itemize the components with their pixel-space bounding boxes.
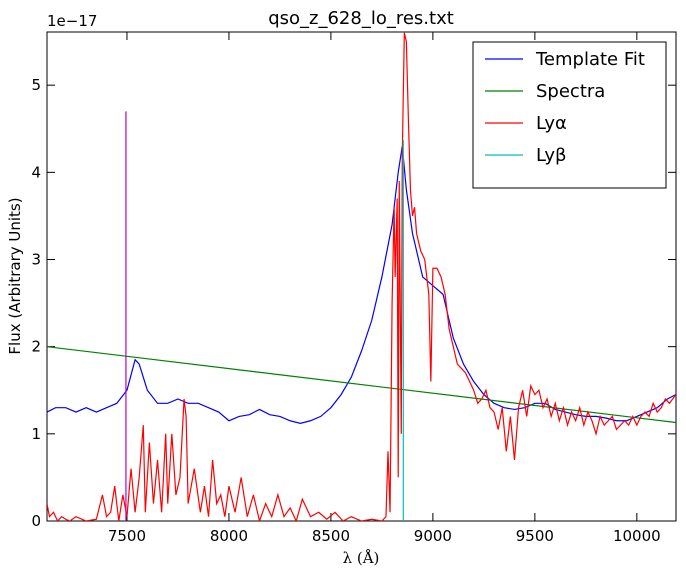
x-axis-label: λ (Å) xyxy=(343,549,380,567)
y-tick-label: 5 xyxy=(31,76,41,94)
x-tick-label: 10000 xyxy=(613,527,661,545)
y-tick-label: 2 xyxy=(31,338,41,356)
legend-label: Template Fit xyxy=(535,49,645,70)
legend-label: Lyβ xyxy=(536,145,567,166)
chart-title: qso_z_628_lo_res.txt xyxy=(268,8,454,29)
x-tick-label: 8000 xyxy=(210,527,248,545)
y-tick-label: 4 xyxy=(31,163,41,181)
series-line xyxy=(47,32,676,521)
series-line xyxy=(47,346,676,424)
legend-box xyxy=(472,41,667,189)
y-offset-label: 1e−17 xyxy=(47,12,97,30)
x-tick-label: 8500 xyxy=(312,527,350,545)
x-tick-label: 9500 xyxy=(516,527,554,545)
y-tick-label: 0 xyxy=(31,512,41,530)
x-tick-label: 9000 xyxy=(414,527,452,545)
x-tick-label: 7500 xyxy=(108,527,146,545)
y-axis-label: Flux (Arbitrary Units) xyxy=(6,197,24,354)
y-tick-label: 1 xyxy=(31,425,41,443)
legend-label: Spectra xyxy=(536,81,605,102)
legend-label: Lyα xyxy=(536,113,567,134)
series-line xyxy=(47,146,676,424)
y-tick-label: 3 xyxy=(31,251,41,269)
